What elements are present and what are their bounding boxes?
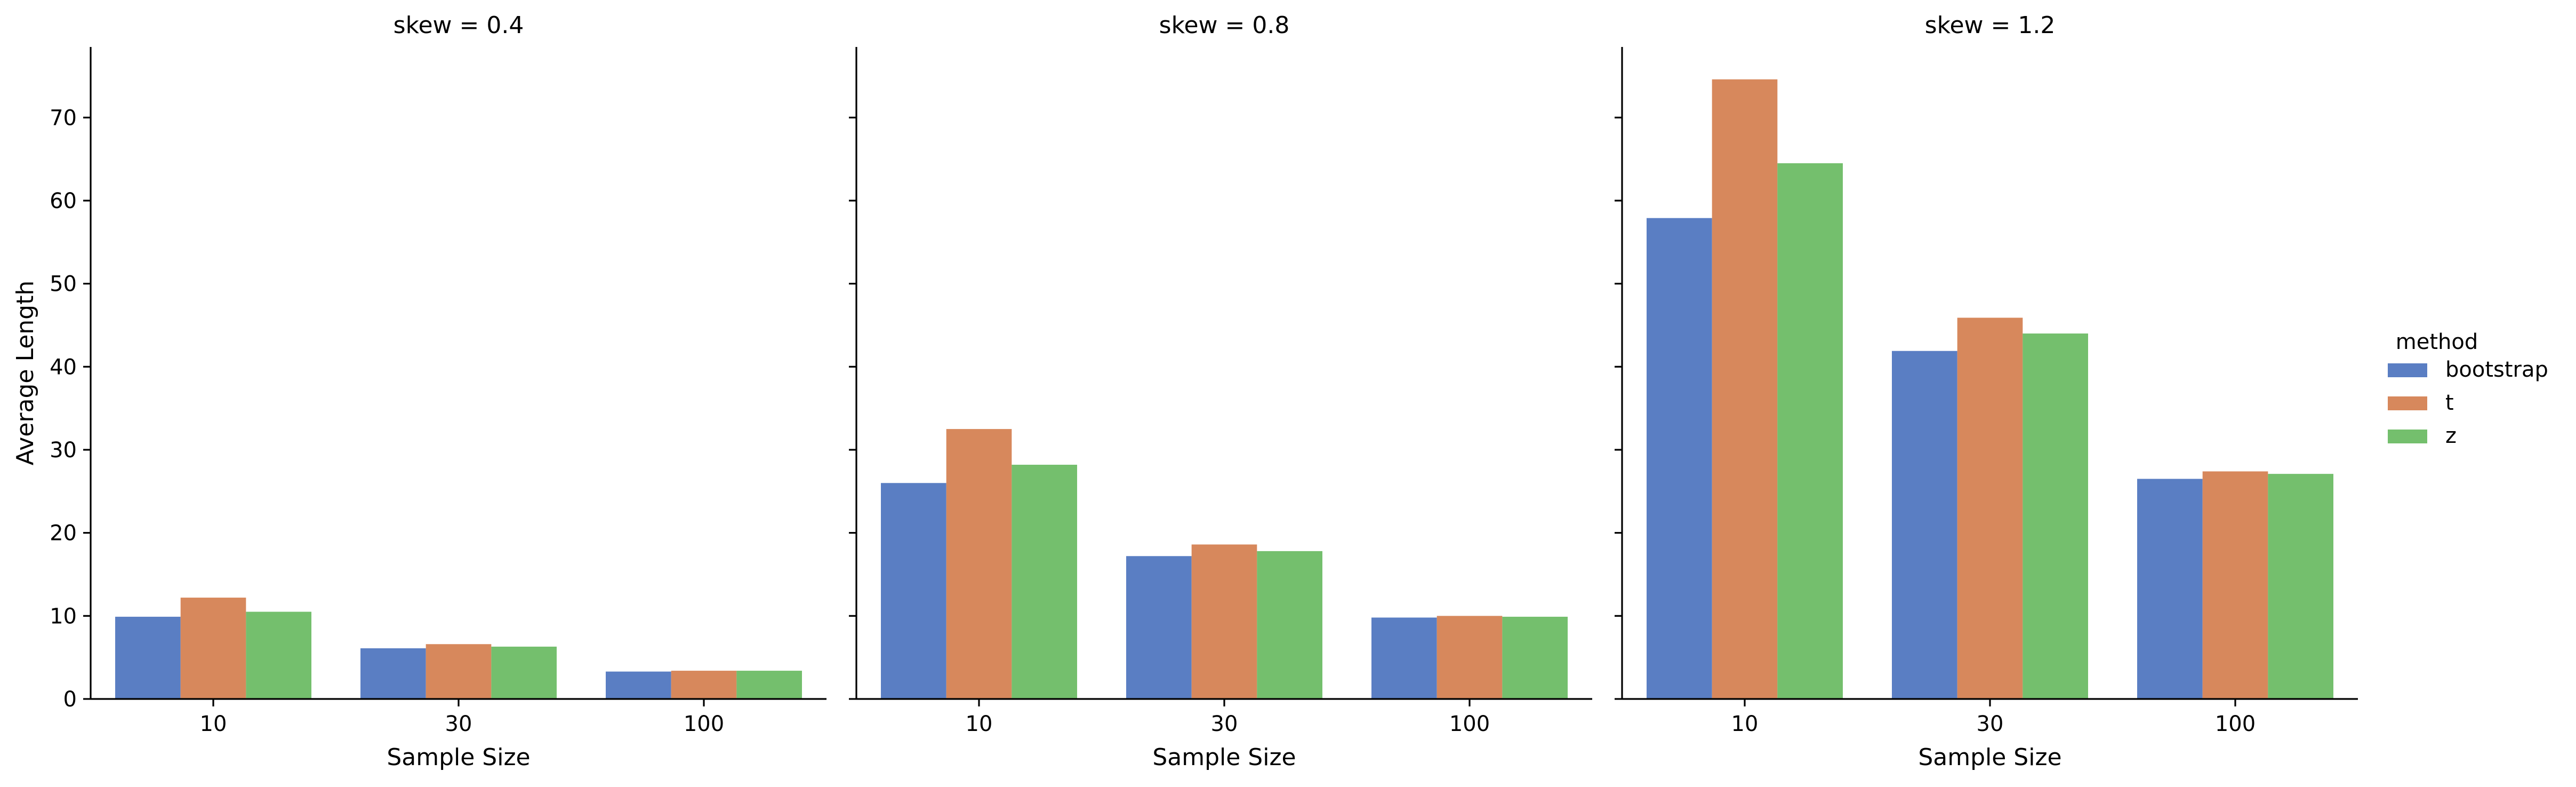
bar-z-30 [1257,551,1322,699]
bar-t-10 [180,598,246,699]
bar-t-30 [1191,544,1257,699]
x-tick-label: 10 [966,712,993,736]
x-tick-label: 30 [1211,712,1238,736]
legend-swatch-t [2388,396,2427,410]
bar-z-100 [2268,474,2333,699]
x-tick-label: 30 [445,712,472,736]
bar-t-30 [426,644,492,699]
y-tick-label: 50 [50,272,77,297]
bar-bootstrap-30 [1126,556,1192,699]
bar-z-10 [1012,465,1077,699]
x-tick-label: 30 [1977,712,2004,736]
bar-t-100 [2202,471,2268,699]
facet-title: skew = 1.2 [1925,12,2056,39]
bar-z-10 [1777,163,1843,699]
y-tick-label: 10 [50,604,77,629]
bar-z-100 [736,671,802,699]
bar-t-100 [671,671,737,699]
facet-title: skew = 0.4 [394,12,524,39]
facet-title: skew = 0.8 [1159,12,1290,39]
bar-bootstrap-100 [2137,479,2203,699]
bar-t-10 [946,429,1012,699]
bar-bootstrap-30 [360,648,426,699]
legend-swatch-z [2388,430,2427,443]
bar-bootstrap-10 [881,483,946,699]
legend-label-z: z [2445,424,2457,448]
legend-title: method [2396,330,2478,354]
x-tick-label: 10 [200,712,227,736]
x-axis-label: Sample Size [387,744,530,771]
y-tick-label: 0 [63,687,77,712]
y-tick-label: 40 [50,355,77,379]
legend-swatch-bootstrap [2388,363,2427,377]
y-tick-label: 70 [50,106,77,130]
x-tick-label: 10 [1731,712,1759,736]
legend-label-bootstrap: bootstrap [2445,357,2548,382]
bar-z-30 [2023,333,2088,699]
bar-bootstrap-10 [115,616,181,699]
x-tick-label: 100 [1449,712,1490,736]
y-axis-label: Average Length [12,281,39,465]
bar-bootstrap-10 [1647,218,1712,699]
y-tick-label: 20 [50,521,77,546]
x-axis-label: Sample Size [1152,744,1296,771]
y-tick-label: 30 [50,438,77,463]
y-tick-label: 60 [50,189,77,213]
x-axis-label: Sample Size [1918,744,2061,771]
bar-bootstrap-30 [1892,351,1957,699]
bar-t-10 [1712,79,1778,699]
x-tick-label: 100 [684,712,724,736]
bar-z-10 [246,611,311,699]
legend-label-t: t [2445,391,2454,415]
bar-z-100 [1502,616,1568,699]
x-tick-label: 100 [2215,712,2256,736]
bar-bootstrap-100 [1371,617,1437,699]
bar-z-30 [491,646,557,699]
bar-t-100 [1437,616,1503,699]
bar-bootstrap-100 [606,671,671,699]
bar-t-30 [1957,317,2023,699]
